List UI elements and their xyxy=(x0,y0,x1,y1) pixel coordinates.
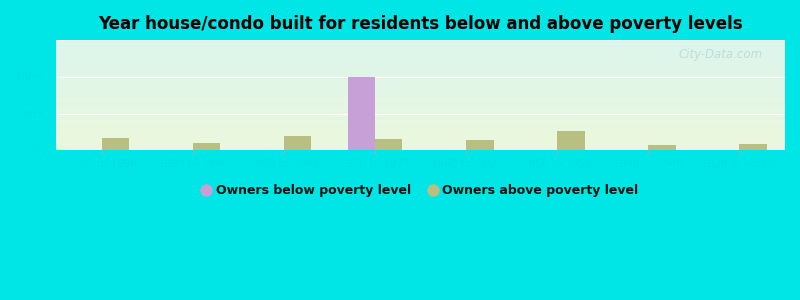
Bar xyxy=(284,136,311,150)
Bar xyxy=(466,140,494,150)
Text: City-Data.com: City-Data.com xyxy=(679,48,763,61)
Bar xyxy=(739,145,766,150)
Bar xyxy=(648,145,676,150)
Bar xyxy=(558,130,585,150)
Bar xyxy=(375,139,402,150)
Bar xyxy=(102,138,130,150)
Legend: Owners below poverty level, Owners above poverty level: Owners below poverty level, Owners above… xyxy=(203,184,638,197)
Bar xyxy=(193,143,220,150)
Bar xyxy=(348,77,375,150)
Title: Year house/condo built for residents below and above poverty levels: Year house/condo built for residents bel… xyxy=(98,15,743,33)
